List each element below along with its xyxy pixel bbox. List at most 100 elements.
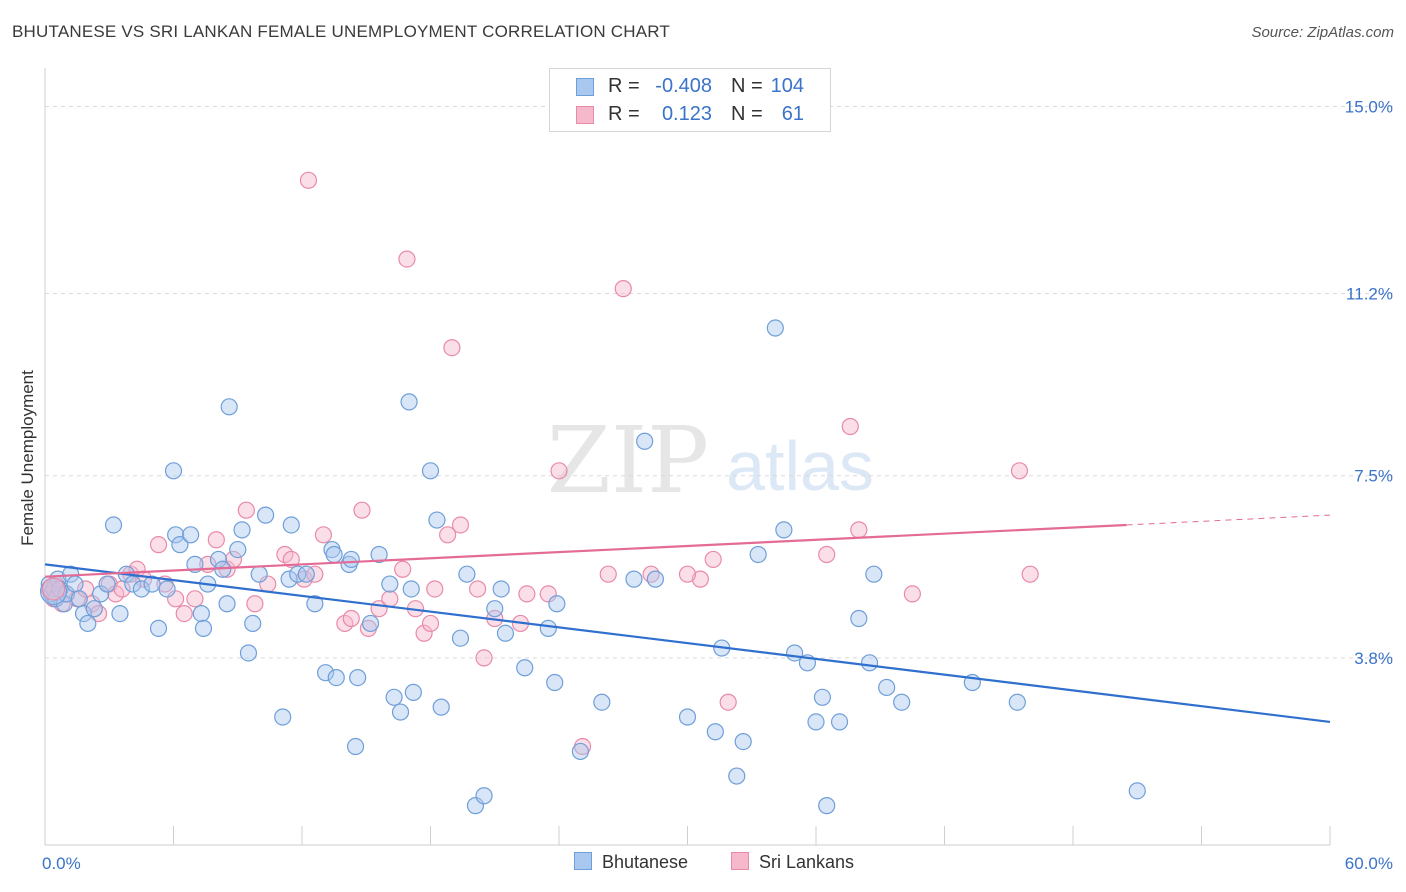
bhutanese-point [1128, 782, 1146, 800]
bhutanese-point [104, 516, 123, 534]
source-label: Source: ZipAtlas.com [1251, 24, 1394, 41]
sri-lankans-point [469, 580, 487, 598]
bhutanese-point [734, 733, 752, 751]
bhutanese-point [421, 462, 440, 480]
sri-lankans-point [175, 604, 193, 623]
legend-r-value: 0.123 [661, 103, 712, 125]
bhutanese-point [171, 536, 189, 554]
bhutanese-point [546, 673, 564, 692]
bhutanese-point [402, 580, 420, 598]
sri-lankans-point [1021, 565, 1039, 583]
bhutanese-point [79, 614, 97, 633]
bhutanese-point [593, 693, 611, 711]
sri-lankans-point [415, 624, 433, 642]
bhutanese-point [149, 619, 168, 637]
bhutanese-point [486, 600, 504, 618]
bhutanese-point [349, 668, 367, 687]
sri-lankans-point [691, 570, 709, 588]
bhutanese-point [728, 767, 746, 785]
bhutanese-point [766, 319, 784, 337]
bhutanese-point [158, 580, 176, 598]
sri-lankans-point [237, 501, 255, 519]
bhutanese-point [98, 575, 116, 593]
bhutanese-point [865, 565, 883, 583]
legend-n-label: N = [731, 103, 763, 125]
legend-swatch-bhutanese [576, 78, 594, 96]
sri-lankans-point [394, 560, 412, 578]
bhutanese-point [233, 521, 251, 539]
bhutanese-point [306, 595, 324, 613]
sri-lankans-point [818, 545, 836, 564]
bhutanese-point [361, 614, 380, 633]
sri-lankans-point [439, 526, 457, 544]
bhutanese-point [492, 580, 510, 598]
x-tick-label: 0.0% [42, 854, 81, 873]
bhutanese-point [548, 595, 566, 613]
bhutanese-point [400, 393, 418, 411]
bhutanese-point [250, 565, 268, 583]
bhutanese-point [678, 708, 697, 726]
bhutanese-point [167, 526, 185, 544]
bhutanese-point [818, 797, 836, 815]
sri-lankans-point [1010, 462, 1029, 480]
bhutanese-point [475, 787, 493, 805]
bhutanese-point [878, 678, 896, 697]
bhutanese-point [132, 580, 150, 598]
bhutanese-point [164, 462, 183, 480]
bhutanese-point [66, 575, 84, 593]
sri-lankans-point [518, 585, 536, 603]
bhutanese-point [346, 737, 365, 756]
bhutanese-point [280, 570, 298, 588]
sri-lankans-point [850, 521, 868, 539]
bottom-legend-swatch-sri-lankans [731, 852, 749, 870]
bhutanese-point [432, 698, 450, 716]
bhutanese-point [327, 668, 345, 687]
y-tick-label: 11.2% [1346, 285, 1393, 304]
legend-r-label: R = [608, 75, 640, 97]
bottom-legend-bhutanese: Bhutanese [574, 852, 688, 873]
sri-lankans-point [719, 693, 737, 711]
sri-lankans-point [841, 417, 859, 436]
sri-lankans-point [282, 550, 300, 569]
bhutanese-point [111, 604, 129, 623]
bhutanese-trend-line [44, 563, 1331, 724]
bottom-legend-label: Bhutanese [602, 852, 689, 872]
x-tick-label: 60.0% [1345, 854, 1393, 873]
sri-lankans-point [353, 501, 371, 519]
bhutanese-point [342, 550, 360, 569]
legend-row-bhutanese: R = -0.408 N = 104 [550, 73, 830, 101]
bottom-legend-label: Sri Lankans [759, 852, 855, 872]
bhutanese-point [706, 723, 724, 741]
sri-lankans-point [398, 250, 416, 268]
bhutanese-point [385, 688, 403, 706]
watermark-zip: ZIP [547, 407, 709, 514]
bhutanese-point [74, 604, 93, 623]
sri-lankans-point [314, 526, 333, 544]
watermark-atlas: atlas [726, 427, 874, 505]
sri-lankans-trend-line [44, 523, 1127, 578]
bhutanese-point [92, 585, 110, 603]
sri-lankans-point [678, 565, 697, 583]
bhutanese-point [428, 511, 446, 529]
legend: R = -0.408 N = 104 R = 0.123 N = 61 [549, 68, 831, 132]
bhutanese-point [316, 664, 335, 682]
sri-lankans-point [451, 516, 470, 534]
bhutanese-point [893, 693, 911, 711]
sri-lankans-point [207, 531, 225, 549]
sri-lankans-point [421, 614, 440, 633]
sri-lankans-point [550, 462, 568, 480]
sri-lankans-point [299, 171, 318, 189]
bhutanese-point [194, 619, 213, 637]
bhutanese-point [813, 688, 832, 706]
bhutanese-point [381, 575, 399, 593]
bhutanese-point [516, 659, 534, 677]
bhutanese-point [749, 545, 767, 564]
bhutanese-point [391, 703, 410, 721]
bhutanese-point [297, 565, 315, 583]
legend-n-label: N = [731, 75, 763, 97]
bhutanese-point [404, 683, 422, 701]
legend-row-sri-lankans: R = 0.123 N = 61 [550, 101, 830, 129]
bhutanese-point [646, 570, 664, 588]
sri-lankans-point [246, 595, 264, 613]
